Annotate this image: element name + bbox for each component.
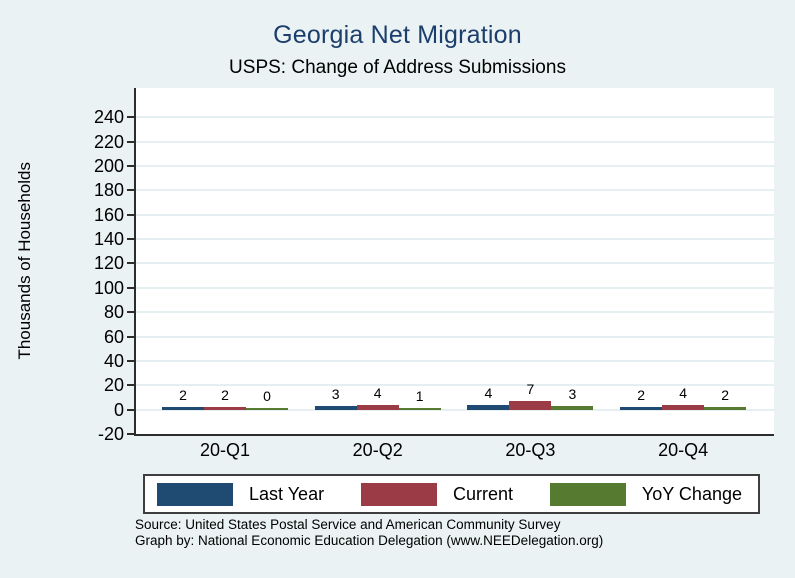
footer-notes: Source: United States Postal Service and… xyxy=(135,517,775,549)
gridline xyxy=(136,189,774,192)
y-tick-label: 20 xyxy=(103,375,124,396)
plot-area: -20 0 20 40 60 80 100 120 140 160 180 200 220 240 20-Q… xyxy=(94,88,774,460)
bar-yoy-change xyxy=(551,405,594,410)
y-tick-label: 180 xyxy=(93,180,124,201)
bar-yoy-change xyxy=(246,408,288,410)
legend-label: Current xyxy=(452,483,513,504)
y-tick-label: -20 xyxy=(97,424,124,444)
y-tick-label: 120 xyxy=(93,253,124,274)
y-tick-mark xyxy=(127,286,134,289)
legend-item-current: Current xyxy=(360,482,513,506)
legend-swatch xyxy=(157,482,233,506)
bar-value-label: 2 xyxy=(221,387,229,404)
gridline xyxy=(136,359,774,362)
credit-note: Graph by: National Economic Education De… xyxy=(135,533,604,548)
legend-item-yoy-change: YoY Change xyxy=(549,482,742,506)
gridline xyxy=(136,286,774,289)
gridline xyxy=(136,311,774,314)
gridline xyxy=(136,238,774,241)
bar-current xyxy=(662,404,705,410)
bar-current xyxy=(204,407,246,410)
legend-swatch xyxy=(360,482,437,506)
y-axis-title-text: Thousands of Households xyxy=(15,162,34,360)
y-tick-mark xyxy=(127,140,134,143)
y-axis-title: Thousands of Households xyxy=(14,88,36,434)
y-tick-label: 160 xyxy=(93,204,124,225)
bar-yoy-change xyxy=(704,407,747,410)
bar-last-year xyxy=(314,405,357,410)
y-tick-label: 140 xyxy=(93,229,124,250)
y-tick-label: 200 xyxy=(93,155,124,176)
bar-value-label: 3 xyxy=(331,385,340,402)
legend-item-last-year: Last Year xyxy=(157,482,325,506)
bar-last-year xyxy=(620,407,663,410)
bar-value-label: 4 xyxy=(484,384,493,401)
gridline xyxy=(136,116,774,119)
bar-value-label: 4 xyxy=(679,384,687,401)
chart-subtitle: USPS: Change of Address Submissions xyxy=(229,57,566,78)
y-tick-label: 240 xyxy=(93,107,124,128)
x-tick-label: 20-Q2 xyxy=(352,440,403,460)
x-axis-line xyxy=(134,434,774,436)
source-note: Source: United States Postal Service and… xyxy=(135,517,561,532)
y-tick-mark xyxy=(127,213,134,216)
x-tick-label: 20-Q4 xyxy=(658,440,709,460)
legend-label: YoY Change xyxy=(641,483,742,504)
gridline xyxy=(136,164,774,167)
bar-yoy-change xyxy=(398,408,441,410)
y-tick-mark xyxy=(127,433,134,435)
bar-value-label: 2 xyxy=(721,387,729,404)
y-tick-label: 60 xyxy=(103,326,124,347)
gridline xyxy=(136,213,774,216)
y-tick-mark xyxy=(127,189,134,192)
y-tick-mark xyxy=(127,116,134,119)
bar-value-label: 0 xyxy=(263,388,271,405)
y-tick-label: 0 xyxy=(113,399,124,420)
y-tick-label: 40 xyxy=(103,350,124,371)
gridline xyxy=(136,335,774,338)
bar-current xyxy=(509,401,552,410)
gridline xyxy=(136,408,774,411)
y-tick-label: 220 xyxy=(93,131,124,152)
bar-current xyxy=(356,404,399,410)
bar-value-label: 7 xyxy=(526,381,535,398)
chart-title: Georgia Net Migration xyxy=(273,21,522,49)
legend-label: Last Year xyxy=(249,483,325,504)
y-tick-mark xyxy=(127,408,134,411)
bar-last-year xyxy=(162,407,204,410)
y-tick-mark xyxy=(127,384,134,387)
y-tick-mark xyxy=(127,164,134,167)
y-tick-mark xyxy=(127,335,134,338)
bar-value-label: 3 xyxy=(568,385,577,402)
y-tick-mark xyxy=(127,311,134,314)
gridline xyxy=(136,140,774,143)
bar-value-label: 1 xyxy=(415,388,424,405)
bar-value-label: 2 xyxy=(637,387,645,404)
y-tick-mark xyxy=(127,238,134,241)
bar-value-label: 2 xyxy=(179,387,187,404)
legend: Last Year Current YoY Change xyxy=(143,474,760,514)
gridline xyxy=(136,262,774,265)
bar-last-year xyxy=(467,404,510,410)
y-tick-label: 100 xyxy=(93,277,124,298)
x-tick-label: 20-Q3 xyxy=(505,440,556,460)
y-tick-mark xyxy=(127,262,134,265)
bar-value-label: 4 xyxy=(373,384,382,401)
y-tick-mark xyxy=(127,359,134,362)
y-tick-label: 80 xyxy=(103,302,124,323)
y-axis-line xyxy=(134,88,136,436)
legend-swatch xyxy=(549,482,626,506)
x-tick-label: 20-Q1 xyxy=(199,440,251,460)
gridline xyxy=(136,384,774,387)
